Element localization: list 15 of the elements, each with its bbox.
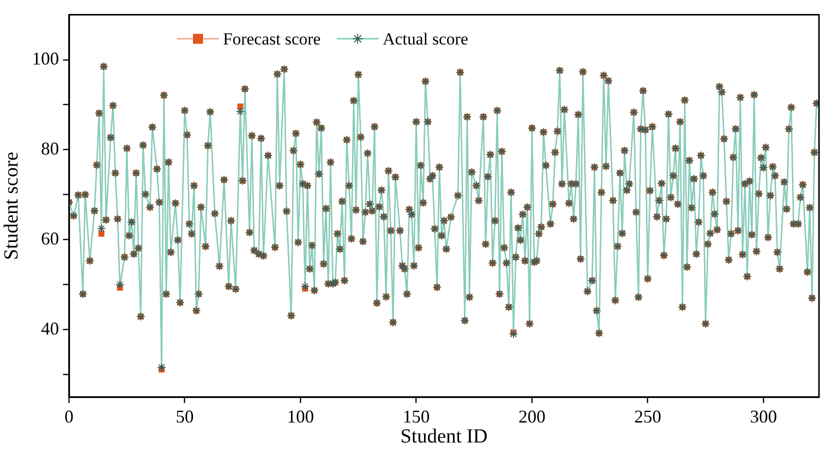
x-tick-label: 0	[64, 406, 74, 427]
x-tick-label: 250	[634, 406, 662, 427]
y-tick-label: 80	[41, 138, 59, 158]
x-tick-label: 300	[750, 406, 777, 427]
y-tick-label: 100	[32, 48, 59, 68]
x-tick-label: 150	[402, 406, 430, 427]
legend-label: Forecast score	[223, 29, 321, 48]
x-tick-label: 200	[518, 406, 546, 427]
x-tick-label: 50	[176, 406, 194, 427]
y-tick-label: 60	[41, 228, 59, 248]
legend-label: Actual score	[382, 29, 468, 48]
x-tick-label: 100	[286, 406, 314, 427]
x-axis-title: Student ID	[400, 425, 488, 448]
y-tick-label: 40	[41, 318, 59, 338]
y-axis-title: Student score	[0, 152, 22, 260]
